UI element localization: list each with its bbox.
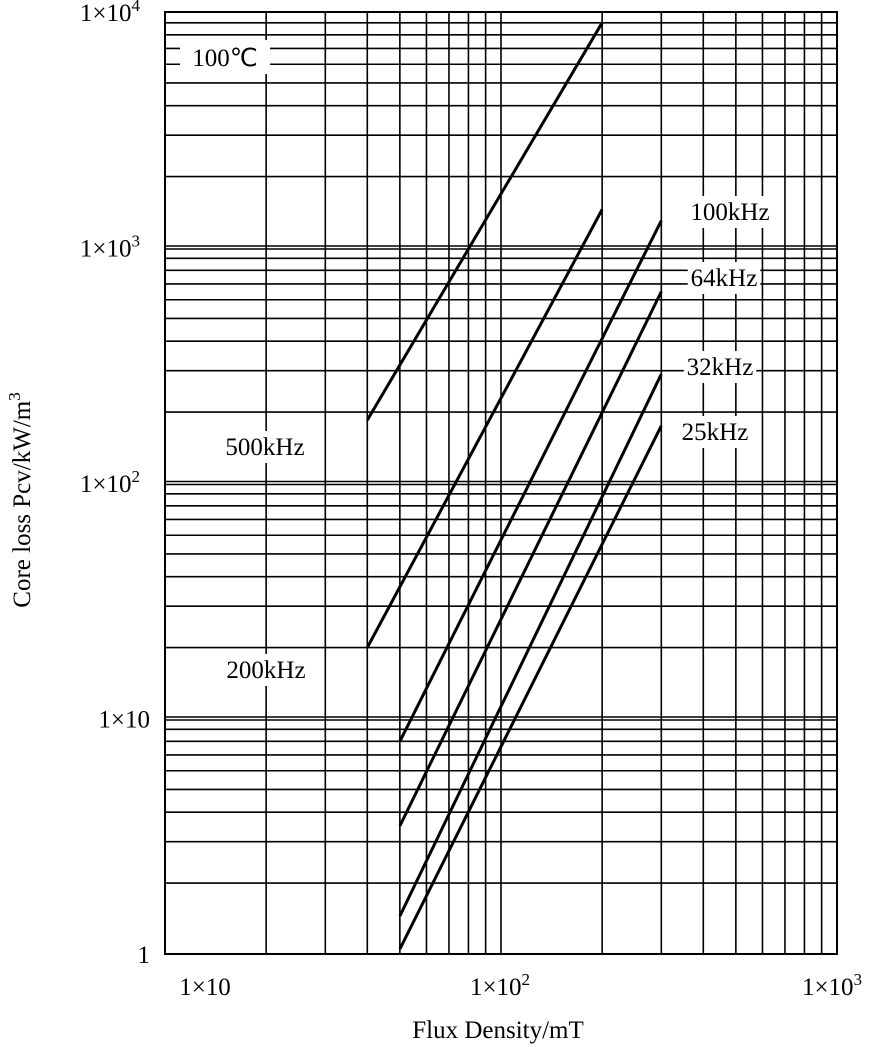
y-tick-label: 1×10 bbox=[98, 707, 150, 734]
series-label-200khz: 200kHz bbox=[226, 657, 305, 684]
y-tick-label: 1×103 bbox=[80, 232, 140, 263]
series-line-500khz bbox=[366, 22, 604, 421]
series-label-64khz: 64kHz bbox=[691, 265, 758, 292]
x-tick-label: 1×10 bbox=[179, 974, 231, 1001]
series-label-bg bbox=[223, 654, 309, 686]
series-label-bg bbox=[222, 431, 308, 463]
series-line-100khz bbox=[398, 220, 663, 742]
y-tick-label: 1 bbox=[138, 942, 151, 969]
series-label-100khz: 100kHz bbox=[690, 199, 769, 226]
series-label-32khz: 32kHz bbox=[687, 354, 754, 381]
tick-labels: 1×10 1×102 1×103 1 1×10 1×102 1×103 1×104 bbox=[80, 0, 862, 1001]
y-tick-label: 1×102 bbox=[80, 467, 140, 498]
y-axis-title-superscript: 3 bbox=[5, 392, 24, 401]
plot-grid bbox=[165, 12, 837, 954]
series-line-64khz bbox=[398, 290, 663, 827]
condition-label: 100℃ bbox=[192, 45, 258, 72]
series-label-bg bbox=[687, 196, 773, 228]
y-axis-title: Core loss Pcv/kW/m3 bbox=[5, 392, 36, 607]
y-tick-label: 1×104 bbox=[80, 0, 141, 27]
x-tick-label: 1×102 bbox=[470, 970, 530, 1001]
series-label-bg bbox=[687, 262, 761, 294]
condition-label-bg bbox=[180, 40, 270, 74]
plot-frame bbox=[164, 11, 838, 955]
series-label-bg bbox=[683, 351, 757, 383]
series-label-25khz: 25kHz bbox=[682, 419, 749, 446]
series-line-25khz bbox=[398, 425, 663, 950]
series-labels: 500kHz 200kHz 100kHz 64kHz 32kHz 25kHz 100℃ bbox=[180, 40, 773, 686]
series-lines bbox=[365, 22, 663, 950]
series-label-500khz: 500kHz bbox=[225, 434, 304, 461]
x-axis-title: Flux Density/mT bbox=[412, 1017, 584, 1044]
y-axis-title-main: Core loss Pcv/kW/m bbox=[9, 400, 36, 607]
x-tick-label: 1×103 bbox=[802, 970, 862, 1001]
series-label-bg bbox=[678, 416, 752, 448]
series-line-32khz bbox=[398, 373, 663, 917]
series-line-200khz bbox=[365, 208, 604, 649]
